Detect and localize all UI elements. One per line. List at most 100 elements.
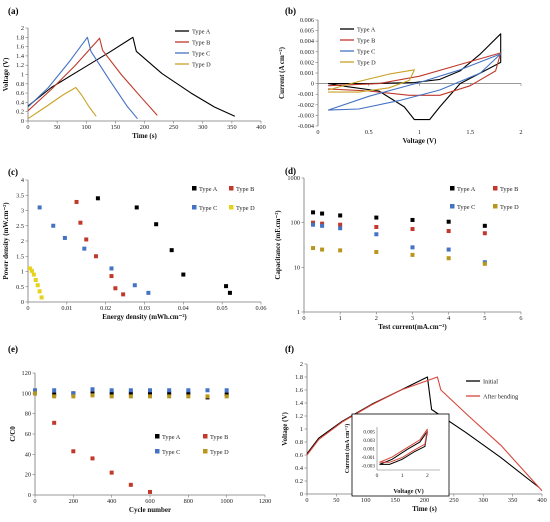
inset-y-tick-label: 0.003 (363, 438, 375, 444)
data-point-type-b (121, 292, 126, 297)
data-point-type-c (205, 388, 210, 393)
y-tick-label: 0.8 (295, 439, 303, 446)
x-axis-title: Voltage (V) (403, 137, 437, 145)
x-tick-label: 1200 (259, 498, 272, 505)
data-point-type-b (84, 237, 89, 242)
data-point-type-a (128, 391, 133, 396)
x-axis-title: Test current(mA.cm⁻²) (378, 323, 447, 331)
legend-swatch (450, 204, 455, 209)
data-point-type-d (311, 246, 316, 251)
data-point-type-a (338, 213, 343, 218)
y-tick-label: -0.002 (298, 102, 314, 109)
legend-label: Type C (357, 49, 375, 56)
x-tick-label: 400 (537, 497, 546, 504)
legend-label: Type D (500, 204, 519, 211)
y-tick-label: 2 (300, 361, 303, 368)
data-point-type-c (320, 223, 325, 228)
series-line-type-c (27, 36, 138, 120)
data-point-type-c (51, 223, 56, 228)
legend-swatch (229, 186, 234, 191)
x-tick-label: 0.05 (217, 305, 228, 312)
series-line-type-c (327, 53, 502, 111)
data-point-type-a (134, 205, 139, 210)
y-tick-label: 0.6 (16, 90, 24, 97)
y-tick-label: 2.5 (16, 223, 24, 230)
x-tick-label: 0 (33, 498, 36, 505)
x-tick-label: 2 (375, 315, 378, 322)
x-tick-label: 0 (26, 124, 29, 131)
series-line-type-b (328, 52, 502, 96)
series-line-type-a (27, 36, 236, 117)
y-axis-title: Current (A cm⁻²) (278, 46, 286, 99)
inset-y-axis-title: Current (mA cm⁻²) (344, 424, 351, 474)
data-point-type-a (224, 392, 229, 397)
inset-chart: 0 1 2 -0.003 -0.001 0.001 0.003 0.005 Voltage (V… (344, 413, 450, 497)
data-point-type-c (33, 388, 37, 393)
y-tick-label: 0.005 (300, 28, 314, 35)
y-tick-label: 0.4 (16, 99, 25, 106)
legend-label: After bending (483, 394, 519, 401)
data-point-type-a (320, 211, 325, 216)
inset-y-tick-label: -0.001 (362, 455, 376, 461)
x-tick-label: 600 (145, 498, 154, 505)
y-tick-label: 80 (25, 411, 31, 418)
inset-y-tick-label: 0.001 (363, 447, 375, 453)
data-point-type-d (205, 394, 210, 399)
x-tick-label: 1.5 (466, 129, 474, 136)
data-point-type-b (90, 456, 95, 461)
data-point-type-d (374, 250, 379, 255)
x-tick-label: 1 (418, 129, 421, 136)
y-tick-label: 1.6 (16, 44, 24, 51)
legend-label: Type B (236, 186, 254, 193)
x-tick-label: 0.06 (255, 305, 266, 312)
data-point-type-a (109, 391, 114, 396)
data-point-type-b (113, 286, 118, 291)
y-tick-label: 0.004 (300, 38, 315, 45)
legend-label: Type D (236, 205, 255, 212)
legend-label: Type C (457, 204, 475, 211)
y-tick-label: 1000 (287, 175, 300, 182)
x-tick-label: 6 (519, 315, 522, 322)
data-point-type-d (109, 394, 114, 399)
data-point-type-a (169, 248, 174, 253)
y-tick-label: 0.5 (16, 284, 24, 291)
y-tick-label: 0.8 (16, 81, 24, 88)
data-point-type-a (181, 272, 186, 277)
data-point-type-c (146, 290, 151, 295)
y-tick-label: 1.5 (16, 253, 24, 260)
data-point-type-c (37, 205, 42, 210)
data-point-type-d (167, 394, 172, 399)
data-point-type-b (128, 482, 133, 487)
data-point-type-d (39, 295, 44, 300)
legend-swatch (203, 449, 208, 454)
data-point-type-a (186, 391, 191, 396)
y-tick-label: 0.4 (295, 465, 304, 472)
data-point-type-d (33, 278, 38, 283)
x-tick-label: 1000 (220, 498, 233, 505)
y-tick-label: 1.8 (295, 374, 303, 381)
y-tick-label: 100 (291, 220, 300, 227)
data-point-type-d (29, 268, 34, 273)
legend-swatch (192, 186, 197, 191)
y-tick-label: 1.2 (16, 62, 24, 69)
data-point-type-d (446, 256, 451, 261)
y-tick-label: 1.6 (295, 387, 303, 394)
x-tick-label: 0 (26, 305, 29, 312)
x-tick-label: 0 (302, 315, 305, 322)
data-point-type-a (311, 210, 316, 215)
y-axis-title: Power density (mW.cm⁻²) (2, 202, 10, 280)
y-tick-label: 1.2 (295, 413, 303, 420)
data-point-type-b (374, 224, 379, 229)
y-tick-label: 0.6 (295, 452, 303, 459)
y-tick-label: 0.003 (300, 49, 314, 56)
panel-b: 0 0.5 1 1.5 2 -0.004 -0.003 -0.002 -0.001 0 0.001 0… (278, 6, 523, 145)
legend-label: Type A (199, 186, 218, 193)
y-tick-label: 0 (28, 492, 31, 499)
legend-swatch (192, 205, 197, 210)
legend-label: Type A (457, 186, 476, 193)
y-tick-label: 1 (21, 269, 24, 276)
inset-y-tick-label: 0.005 (363, 429, 375, 435)
data-point-type-a (90, 391, 95, 396)
legend-label: Type D (192, 62, 211, 69)
inset-x-axis-title: Voltage (V) (393, 488, 423, 495)
